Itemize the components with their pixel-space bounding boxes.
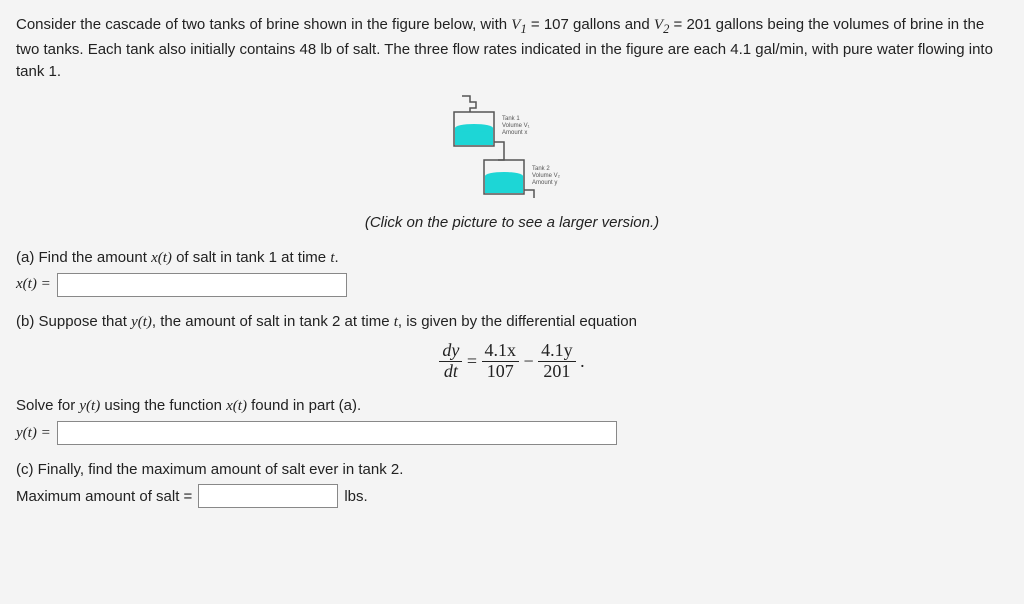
problem-statement: Consider the cascade of two tanks of bri… xyxy=(16,14,1008,84)
part-b-solve-prompt: Solve for y(t) using the function x(t) f… xyxy=(16,397,1008,415)
tank2-label1: Tank 2 xyxy=(532,166,550,172)
v2-sym: V xyxy=(654,17,663,33)
eq2: = xyxy=(669,16,686,33)
part-b-equation: dydt = 4.1x107 − 4.1y201 . xyxy=(16,341,1008,382)
v1-val: 107 xyxy=(544,16,569,33)
part-b: (b) Suppose that y(t), the amount of sal… xyxy=(16,313,1008,446)
eq1: = xyxy=(527,16,544,33)
xt-lhs: x(t) = xyxy=(16,276,51,293)
xt-fn: x(t) xyxy=(151,250,172,266)
figure-area: Tank 1 Volume V₁ Amount x Tank 2 Volume … xyxy=(16,94,1008,208)
tanks-figure[interactable]: Tank 1 Volume V₁ Amount x Tank 2 Volume … xyxy=(422,94,602,208)
part-b-prompt: (b) Suppose that y(t), the amount of sal… xyxy=(16,313,1008,331)
max-salt-input[interactable] xyxy=(198,484,338,508)
xt-input[interactable] xyxy=(57,273,347,297)
figure-caption: (Click on the picture to see a larger ve… xyxy=(16,214,1008,231)
mid1: gallons and xyxy=(569,16,654,33)
yt-lhs: y(t) = xyxy=(16,425,51,442)
tank2-label2: Volume V₂ xyxy=(532,173,561,179)
v2-val: 201 xyxy=(686,16,711,33)
part-c-prompt: (c) Finally, find the maximum amount of … xyxy=(16,461,1008,478)
yt-input[interactable] xyxy=(57,421,617,445)
intro-pre: Consider the cascade of two tanks of bri… xyxy=(16,16,511,33)
tank1-label3: Amount x xyxy=(502,130,527,136)
tank1-label2: Volume V₁ xyxy=(502,123,530,129)
part-a: (a) Find the amount x(t) of salt in tank… xyxy=(16,249,1008,297)
max-salt-unit: lbs. xyxy=(344,488,367,505)
tank1-label1: Tank 1 xyxy=(502,116,520,122)
part-c: (c) Finally, find the maximum amount of … xyxy=(16,461,1008,508)
tank2-label3: Amount y xyxy=(532,180,557,186)
max-salt-label: Maximum amount of salt = xyxy=(16,488,192,505)
part-a-prompt: (a) Find the amount x(t) of salt in tank… xyxy=(16,249,1008,267)
